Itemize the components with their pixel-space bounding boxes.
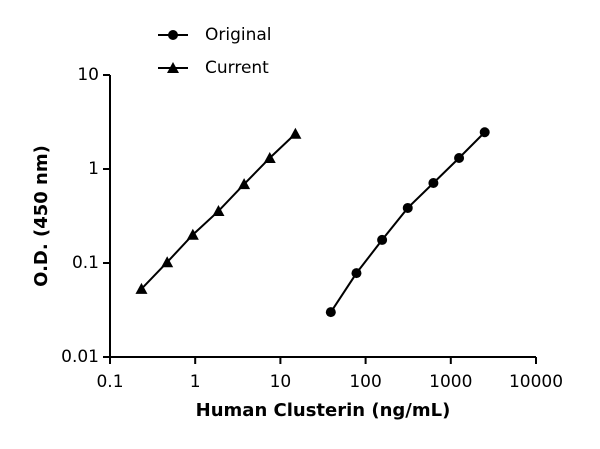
marker <box>454 152 465 163</box>
y-tick-label: 1 <box>88 159 99 179</box>
x-tick-label: 10 <box>270 372 292 392</box>
marker <box>428 177 439 188</box>
y-tick-label: 10 <box>77 65 99 85</box>
marker <box>325 307 336 318</box>
marker <box>212 205 225 217</box>
legend-marker <box>167 62 179 73</box>
marker <box>135 282 148 294</box>
marker <box>263 151 276 163</box>
marker <box>289 127 302 139</box>
marker <box>479 127 490 138</box>
marker <box>161 256 174 268</box>
marker <box>238 178 251 190</box>
x-tick-label: 100 <box>349 372 381 392</box>
marker <box>402 202 413 213</box>
x-axis-label: Human Clusterin (ng/mL) <box>196 400 451 421</box>
legend-marker <box>168 30 178 40</box>
marker <box>351 268 362 279</box>
x-tick-label: 0.1 <box>96 372 123 392</box>
x-tick-label: 1000 <box>429 372 472 392</box>
legend-label: Current <box>205 58 269 78</box>
marker <box>377 234 388 245</box>
legend-label: Original <box>205 25 272 45</box>
y-tick-label: 0.1 <box>72 253 99 273</box>
x-tick-label: 1 <box>190 372 201 392</box>
y-axis-label: O.D. (450 nm) <box>31 145 52 287</box>
y-tick-label: 0.01 <box>61 347 99 367</box>
x-tick-label: 10000 <box>509 372 563 392</box>
marker <box>186 228 199 240</box>
